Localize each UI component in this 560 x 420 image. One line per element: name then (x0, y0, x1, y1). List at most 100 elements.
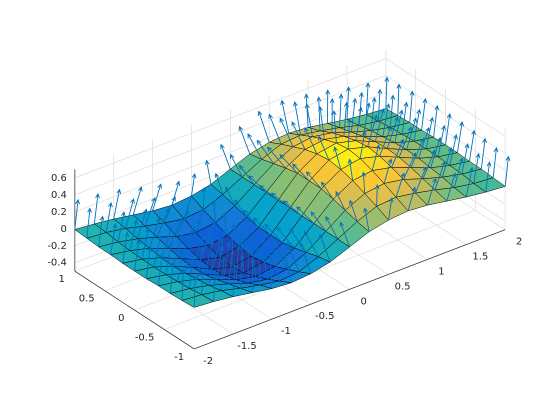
axis-line (74, 270, 195, 350)
z-tick-label: 0.6 (51, 173, 67, 184)
normal-arrow (396, 83, 402, 116)
y-tick-label: 0.5 (79, 294, 95, 305)
normal-arrow (446, 172, 457, 202)
y-tick-label: 0 (118, 313, 124, 324)
normal-arrow (359, 130, 367, 159)
x-tick-label: -1 (281, 326, 291, 337)
normal-arrow (305, 171, 322, 190)
normal-arrow (388, 197, 394, 221)
normal-arrow (257, 110, 270, 143)
normals (74, 76, 511, 308)
normal-arrow (220, 143, 231, 170)
z-tick-label: 0.4 (51, 190, 67, 201)
normal-arrow (152, 183, 162, 211)
normal-arrow (134, 239, 141, 272)
normal-arrow (105, 201, 113, 233)
normal-arrow (441, 146, 453, 178)
normal-arrow (379, 126, 392, 157)
normal-arrow (303, 93, 309, 128)
normal-arrow (434, 160, 446, 191)
z-tick-label: 0 (60, 224, 66, 235)
normal-arrow (291, 163, 310, 182)
normal-arrow (141, 227, 150, 260)
normal-arrow (316, 96, 322, 131)
normal-arrow (383, 158, 393, 184)
normal-arrow (125, 198, 135, 229)
normal-arrow (358, 91, 364, 126)
normal-arrow (192, 275, 198, 308)
normal-arrow (204, 240, 215, 275)
normal-arrow (268, 113, 282, 145)
normal-arrow (331, 110, 337, 144)
normal-arrow (401, 101, 409, 135)
x-tick-label: 1 (438, 266, 444, 277)
normal-arrow (208, 251, 215, 286)
grid-line (164, 209, 476, 330)
normal-arrow (172, 233, 184, 267)
normal-arrow (346, 86, 351, 120)
normal-arrow (200, 261, 206, 295)
normal-arrow (259, 245, 268, 280)
normal-arrow (296, 206, 315, 224)
x-tick-label: 0.5 (395, 281, 411, 292)
normal-arrow (180, 268, 186, 301)
normal-arrow (391, 138, 404, 168)
y-tick-label: -0.5 (135, 333, 155, 344)
normal-arrow (137, 208, 148, 239)
z-tick-label: -0.4 (47, 258, 67, 269)
normal-arrow (207, 219, 216, 246)
normal-arrow (279, 154, 298, 174)
normal-arrow (250, 235, 264, 263)
y-tick-label: -1 (174, 352, 184, 363)
normal-arrow (201, 187, 207, 210)
grid-line (74, 58, 386, 179)
normal-arrow (189, 255, 195, 289)
normal-arrow (293, 101, 302, 136)
normal-arrow (365, 82, 371, 115)
normal-arrow (329, 97, 335, 133)
axis-line (194, 229, 506, 350)
normal-arrow (374, 184, 380, 207)
normal-arrow (191, 173, 197, 196)
normal-arrow (320, 181, 334, 200)
normal-arrow (406, 117, 418, 150)
normal-arrow (289, 228, 307, 253)
normal-arrow (492, 146, 499, 178)
x-tick-label: 0 (360, 296, 366, 307)
normal-arrow (168, 218, 183, 249)
normal-arrow (382, 103, 391, 137)
normal-arrow (214, 172, 224, 195)
normal-arrow (449, 133, 458, 166)
normal-arrow (247, 133, 263, 160)
normal-arrow (192, 234, 205, 268)
normal-arrow (261, 237, 276, 267)
normal-arrow (468, 129, 476, 162)
normal-arrow (280, 99, 290, 134)
normal-arrow (347, 158, 354, 181)
normal-arrow (299, 241, 312, 274)
normal-arrow (389, 94, 396, 128)
normal-arrow (349, 199, 358, 222)
normal-arrow (249, 242, 257, 277)
normal-arrow (234, 199, 248, 218)
normal-arrow (231, 223, 240, 247)
normal-arrow (425, 116, 435, 150)
normal-arrow (223, 241, 232, 276)
normal-arrow (346, 117, 352, 150)
normal-arrow (304, 126, 318, 155)
x-tick-label: 2 (516, 237, 522, 248)
normal-arrow (212, 269, 218, 302)
normal-arrow (504, 155, 511, 187)
normal-arrow (279, 117, 294, 147)
normal-arrow (267, 146, 286, 169)
normal-arrow (409, 90, 415, 123)
normal-arrow (98, 215, 105, 247)
normal-arrow (437, 124, 446, 157)
normal-arrow (407, 186, 417, 212)
normal-arrow (325, 215, 339, 240)
normal-arrow (325, 89, 331, 124)
normal-arrow (238, 164, 255, 185)
x-tick-label: -2 (203, 356, 213, 367)
normal-arrow (211, 236, 223, 270)
